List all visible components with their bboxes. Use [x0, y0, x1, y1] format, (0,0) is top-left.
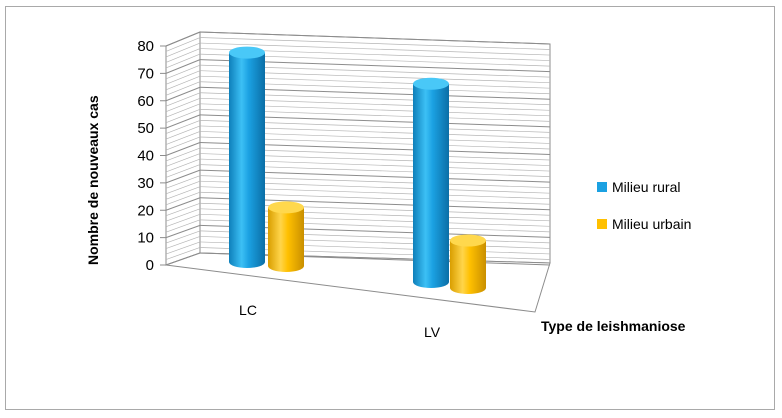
legend-label: Milieu urbain — [612, 216, 691, 232]
gridline-side — [165, 164, 201, 178]
gridline-side — [165, 114, 201, 129]
y-tick-label: 30 — [137, 175, 154, 192]
gridline-side — [165, 247, 201, 260]
gridline-side — [165, 92, 201, 107]
gridline-side — [165, 31, 201, 47]
gridline-side — [165, 86, 201, 102]
gridline-side — [165, 37, 201, 52]
y-axis-ticks: 0 10 20 30 40 50 60 70 80 — [137, 38, 166, 274]
gridline-side — [165, 186, 201, 200]
bars — [229, 46, 486, 294]
gridline-side — [165, 236, 201, 249]
gridline-side — [165, 219, 201, 233]
bar-lc-rural — [229, 46, 265, 268]
legend: Milieu rural Milieu urbain — [597, 179, 691, 232]
gridline-side — [165, 224, 201, 239]
gridline-side — [165, 136, 201, 151]
gridline-side — [165, 42, 201, 58]
gridline-side — [165, 103, 201, 118]
y-tick-label: 60 — [137, 93, 154, 110]
gridline-side — [165, 70, 201, 85]
y-tick-label: 20 — [137, 202, 154, 219]
gridline-back — [199, 37, 551, 50]
floor — [165, 252, 551, 313]
y-tick-label: 80 — [137, 38, 154, 55]
gridline-side — [165, 153, 201, 167]
category-labels: LC LV — [239, 302, 441, 340]
gridline-side — [165, 48, 201, 63]
gridline-side — [165, 81, 201, 96]
gridline-side — [165, 75, 201, 91]
gridline-side — [165, 158, 201, 173]
gridline-side — [165, 175, 201, 189]
gridline-side — [165, 241, 201, 255]
bar-lc-urbain — [268, 201, 304, 272]
gridline-side — [165, 125, 201, 140]
y-tick-label: 50 — [137, 120, 154, 137]
bar-lv-urbain — [450, 234, 486, 294]
legend-label: Milieu rural — [612, 179, 680, 195]
gridline-side — [165, 109, 201, 123]
gridline-side — [165, 213, 201, 228]
y-tick-label: 40 — [137, 148, 154, 165]
y-axis-title: Nombre de nouveaux cas — [85, 95, 101, 265]
gridline-side — [165, 120, 201, 134]
gridline-side — [165, 142, 201, 156]
gridline-side — [165, 59, 201, 74]
gridline-side — [165, 131, 201, 145]
category-label: LV — [424, 324, 441, 340]
gridline-side — [165, 208, 201, 222]
y-tick-label: 0 — [146, 257, 154, 274]
x-axis-title: Type de leishmaniose — [541, 318, 686, 334]
y-tick-label: 70 — [137, 65, 154, 82]
gridline-side — [165, 147, 201, 162]
gridline-side — [165, 197, 201, 211]
gridline-back — [199, 31, 551, 45]
legend-item: Milieu urbain — [597, 216, 691, 232]
gridline-back — [199, 42, 551, 56]
gridline-side — [165, 53, 201, 69]
category-label: LC — [239, 302, 257, 318]
gridline-side — [165, 169, 201, 184]
gridline-side — [165, 202, 201, 217]
bar-lv-rural — [413, 77, 449, 289]
gridline-side — [165, 252, 201, 266]
gridline-side — [165, 64, 201, 80]
y-tick-label: 10 — [137, 230, 154, 247]
gridline-side — [165, 191, 201, 206]
gridline-side — [165, 230, 201, 244]
gridline-side — [165, 97, 201, 113]
legend-swatch — [597, 182, 607, 192]
legend-item: Milieu rural — [597, 179, 680, 195]
legend-swatch — [597, 219, 607, 229]
gridline-side — [165, 180, 201, 195]
chart-walls — [165, 31, 551, 313]
